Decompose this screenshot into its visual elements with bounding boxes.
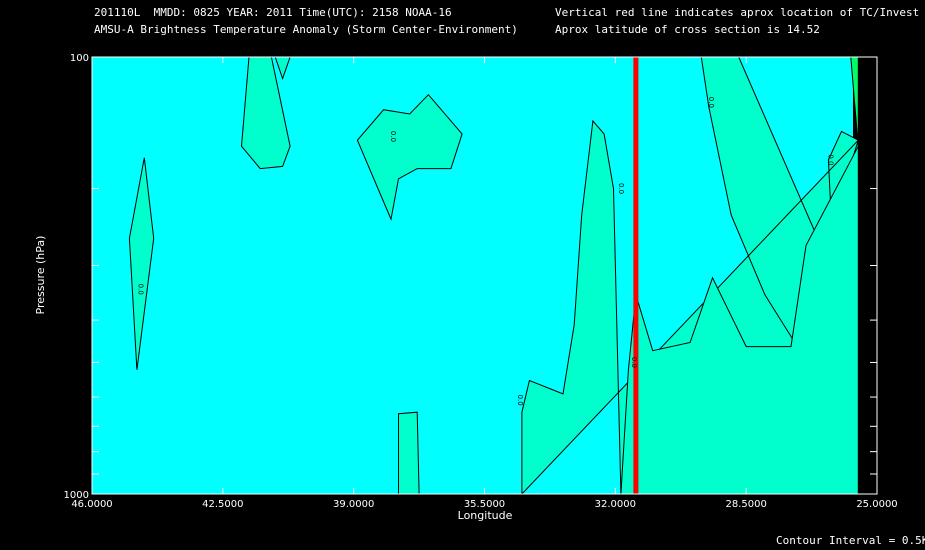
contour-region-anomaly-left-spike bbox=[128, 157, 155, 370]
x-tick-label-1: 42.5000 bbox=[202, 499, 243, 510]
header-line1-left: 201110L MMDD: 0825 YEAR: 2011 Time(UTC):… bbox=[94, 6, 452, 19]
x-tick-label-6: 25.0000 bbox=[856, 499, 897, 510]
x-tick-label-2: 39.0000 bbox=[333, 499, 374, 510]
y-tick-label-0: 100 bbox=[70, 53, 89, 64]
contour-region-anomaly-mid-blob bbox=[356, 93, 463, 221]
contour-region-anomaly-top-blob bbox=[240, 57, 291, 170]
contour-label-5: 0.0 bbox=[707, 97, 715, 108]
contour-label-4: 0.0 bbox=[630, 357, 638, 368]
x-tick-label-5: 28.5000 bbox=[725, 499, 766, 510]
x-axis-title: Longitude bbox=[458, 509, 513, 522]
contour-region-corner-triangle bbox=[850, 57, 859, 147]
y-tick-label-1: 1000 bbox=[64, 490, 89, 501]
x-tick-label-0: 46.0000 bbox=[71, 499, 112, 510]
x-tick-label-3: 35.5000 bbox=[464, 499, 505, 510]
x-tick-label-4: 32.0000 bbox=[595, 499, 636, 510]
header-line2-right: Aprox latitude of cross section is 14.52 bbox=[555, 23, 820, 36]
contour-region-anomaly-bottom-pillar bbox=[398, 411, 420, 494]
contour-interval-label: Contour Interval = 0.5K bbox=[776, 534, 925, 547]
contour-label-6: 0.0 bbox=[826, 154, 834, 165]
contour-label-2: 0.0 bbox=[617, 183, 625, 194]
header-line1-right: Vertical red line indicates aprox locati… bbox=[555, 6, 920, 19]
contour-label-3: 0.0 bbox=[516, 395, 524, 406]
header-line2-left: AMSU-A Brightness Temperature Anomaly (S… bbox=[94, 23, 518, 36]
contour-label-0: 0.0 bbox=[137, 284, 145, 295]
contour-region-anomaly-top-small bbox=[274, 57, 291, 81]
y-axis-title: Pressure (hPa) bbox=[34, 236, 47, 315]
contour-label-1: 0.0 bbox=[389, 131, 397, 142]
